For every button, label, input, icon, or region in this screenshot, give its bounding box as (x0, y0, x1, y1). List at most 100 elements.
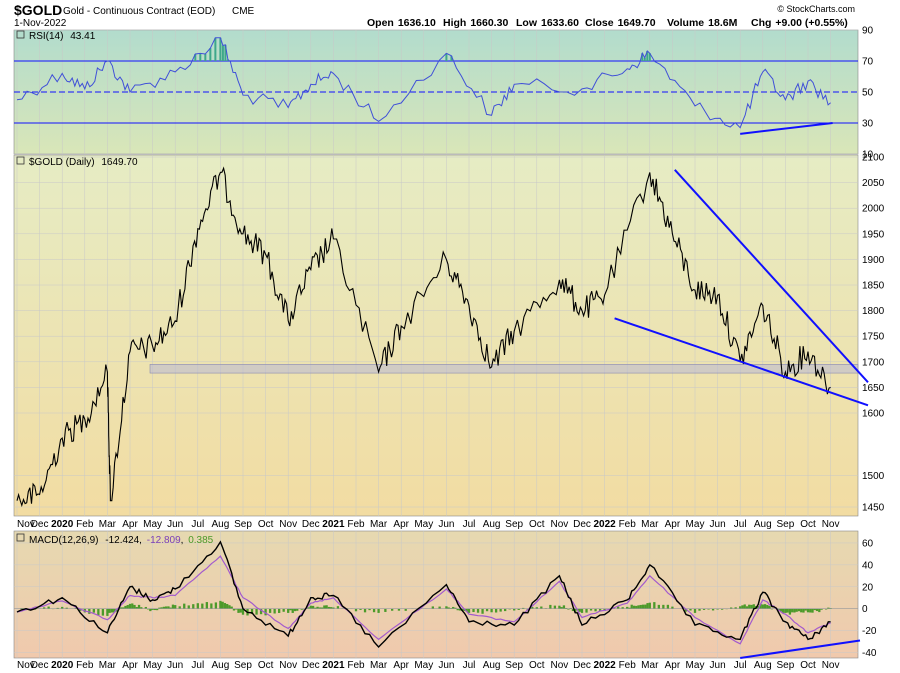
data-layer (14, 37, 869, 659)
low-value: 1633.60 (541, 17, 579, 29)
x-axis-label: 2021 (322, 660, 345, 671)
x-axis-label: Apr (122, 519, 138, 530)
x-axis-label: Feb (76, 660, 94, 671)
x-axis-label: Aug (483, 660, 501, 671)
x-axis-label: Oct (800, 519, 816, 530)
instrument-description: Gold - Continuous Contract (EOD) (63, 6, 215, 17)
macd-tick-label: -40 (862, 648, 877, 659)
x-axis-label: Nov (17, 660, 35, 671)
x-axis-label: Oct (800, 660, 816, 671)
open-value: 1636.10 (398, 17, 436, 29)
x-axis-label: Aug (754, 519, 772, 530)
x-axis-label: Jul (463, 519, 476, 530)
close-label: Close (585, 17, 614, 29)
x-axis-label: Feb (76, 519, 94, 530)
x-axis-label: Sep (234, 519, 252, 530)
x-axis-label: Mar (370, 519, 388, 530)
x-axis-label: May (686, 660, 705, 671)
x-axis-label: Nov (551, 660, 569, 671)
macd-tick-label: -20 (862, 626, 877, 637)
high-value: 1660.30 (470, 17, 508, 29)
rsi-legend: RSI(14) 43.41 (16, 30, 96, 42)
x-axis-label: May (414, 660, 433, 671)
price-tick-label: 1750 (862, 332, 885, 343)
macd-signal-line (16, 555, 831, 645)
price-tick-label: 1800 (862, 306, 885, 317)
x-axis-label: Oct (258, 660, 274, 671)
x-axis-label: Nov (279, 660, 297, 671)
x-axis-label: 2020 (51, 660, 74, 671)
x-axis-label: Jul (191, 519, 204, 530)
x-axis-label: 2022 (593, 519, 616, 530)
open-label: Open (367, 17, 394, 29)
x-axis-label: Apr (665, 519, 681, 530)
x-axis-label: Feb (347, 660, 365, 671)
macd-tick-label: 40 (862, 560, 874, 571)
x-axis-label: Feb (619, 519, 637, 530)
support-zone (149, 364, 859, 374)
low-label: Low (516, 17, 538, 29)
x-axis-label: Dec (573, 660, 591, 671)
x-axis-label: May (414, 519, 433, 530)
x-axis-label: Nov (17, 519, 35, 530)
price-trendline (674, 169, 869, 383)
x-axis-label: Jul (463, 660, 476, 671)
x-axis-label: Dec (302, 519, 320, 530)
svg-text:RSI(14) 43.41: RSI(14) 43.41 (29, 31, 96, 42)
exchange-label: CME (232, 6, 255, 17)
x-axis-label: Aug (212, 519, 230, 530)
x-axis-label: Apr (122, 660, 138, 671)
x-axis-label: Sep (234, 660, 252, 671)
x-axis-label: Sep (777, 660, 795, 671)
price-tick-label: 2100 (862, 153, 885, 164)
x-axis-label: 2022 (593, 660, 616, 671)
x-axis-label: Feb (619, 660, 637, 671)
price-tick-label: 2000 (862, 204, 885, 215)
rsi-tick-label: 10 (862, 150, 874, 161)
price-tick-label: 1450 (862, 503, 885, 514)
x-axis-label: Jun (167, 519, 183, 530)
price-line (16, 166, 831, 508)
x-axis-label: Dec (31, 660, 49, 671)
macd-panel (13, 530, 859, 659)
rsi-value: 43.41 (70, 31, 95, 42)
x-axis-label: Nov (279, 519, 297, 530)
x-axis-label: Oct (529, 660, 545, 671)
macd-line (16, 540, 831, 649)
x-axis-label: 2020 (51, 519, 74, 530)
x-axis-label: Jun (710, 660, 726, 671)
svg-text:MACD(12,26,9) -12.424,: MACD(12,26,9) -12.424, -12.809, 0.385 (29, 535, 214, 546)
macd-tick-label: 20 (862, 582, 874, 593)
x-axis-label: Aug (212, 660, 230, 671)
price-tick-label: 1900 (862, 255, 885, 266)
macd-tick-label: 60 (862, 538, 874, 549)
x-axis-label: May (143, 660, 162, 671)
x-axis-label: Nov (822, 519, 840, 530)
x-axis-label: Oct (529, 519, 545, 530)
macd-value: -12.424 (105, 535, 139, 546)
signal-value: -12.809 (147, 535, 181, 546)
price-tick-label: 1650 (862, 383, 885, 394)
x-axis-label: Jun (438, 519, 454, 530)
price-panel (13, 154, 859, 517)
x-axis-label: May (143, 519, 162, 530)
price-tick-label: 1600 (862, 409, 885, 420)
x-axis-label: Sep (505, 519, 523, 530)
x-axis-label: Apr (393, 660, 409, 671)
rsi-line (16, 37, 831, 129)
chart-date: 1-Nov-2022 (14, 18, 67, 29)
volume-value: 18.6M (708, 17, 737, 29)
x-axis-label: 2021 (322, 519, 345, 530)
x-axis-label: Sep (777, 519, 795, 530)
x-axis-label: Jun (167, 660, 183, 671)
x-axis-label: May (686, 519, 705, 530)
x-axis-label: Jul (734, 519, 747, 530)
x-axis-label: Jun (438, 660, 454, 671)
x-axis-label: Nov (551, 519, 569, 530)
rsi-tick-label: 50 (862, 88, 874, 99)
x-axis-label: Jul (191, 660, 204, 671)
rsi-tick-label: 90 (862, 26, 874, 37)
symbol-title: $GOLD (14, 2, 62, 18)
close-value: 1649.70 (618, 17, 656, 29)
